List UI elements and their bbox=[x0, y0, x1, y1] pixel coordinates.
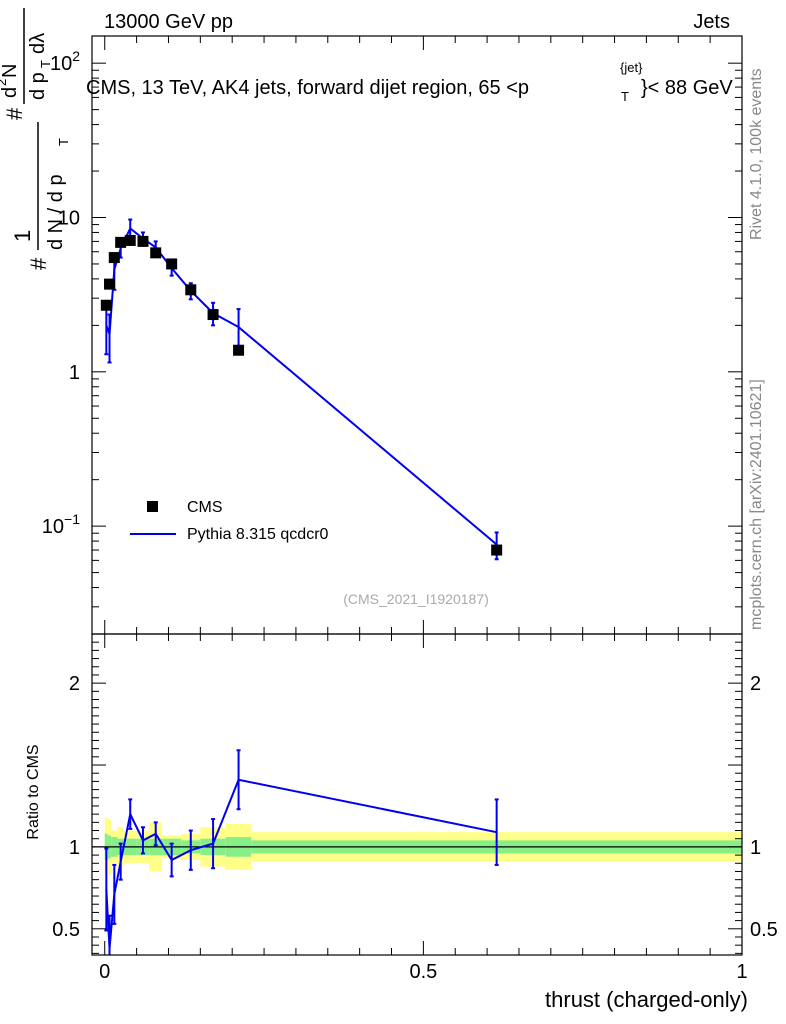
main-y-tick-exponent: 2 bbox=[72, 48, 80, 64]
ylabel-numerator-N: N bbox=[0, 64, 21, 78]
ylabel-numerator-d: d bbox=[0, 87, 21, 98]
main-y-tick-base: 10 bbox=[58, 207, 80, 229]
plot-title-end: }< 88 GeV bbox=[641, 77, 733, 99]
cms-data-point bbox=[124, 234, 136, 246]
x-axis-label: thrust (charged-only) bbox=[545, 987, 748, 1012]
cms-data-point bbox=[137, 235, 149, 247]
axis-ticks bbox=[92, 36, 743, 955]
legend-cms-marker bbox=[147, 501, 158, 512]
plot-title-main: CMS, 13 TeV, AK4 jets, forward dijet reg… bbox=[86, 77, 529, 99]
ratio-plot-frame bbox=[91, 633, 743, 956]
main-y-tick-label: 10−1 bbox=[42, 511, 80, 538]
ratio-y-tick-label-left: 2 bbox=[69, 673, 80, 695]
ylabel-denominator-lambda: dλ bbox=[27, 33, 49, 54]
legend: CMS Pythia 8.315 qcdcr0 bbox=[130, 499, 329, 543]
main-y-tick-base: 10 bbox=[50, 53, 72, 75]
main-y-tick-base: 1 bbox=[69, 362, 80, 384]
cms-data-point bbox=[491, 544, 503, 556]
ratio-y-tick-label-right: 2 bbox=[750, 673, 761, 695]
plot-title-superscript: {jet} bbox=[620, 60, 643, 75]
main-plot-frame bbox=[91, 35, 743, 635]
header-left: 13000 GeV pp bbox=[104, 11, 233, 33]
ratio-pythia-line bbox=[105, 778, 497, 949]
ylabel-denominator-sub: T bbox=[38, 60, 53, 68]
pythia-series bbox=[104, 218, 499, 561]
cms-data-point bbox=[104, 278, 116, 290]
main-y-tick-label: 1 bbox=[69, 362, 80, 384]
cms-data-point bbox=[233, 344, 245, 356]
main-y-tick-base: 10 bbox=[42, 516, 64, 538]
cms-data-point bbox=[100, 299, 112, 311]
analysis-watermark: (CMS_2021_I1920187) bbox=[343, 591, 489, 607]
ratio-y-tick-label-right: 0.5 bbox=[750, 919, 778, 941]
x-tick-label: 1 bbox=[736, 961, 747, 983]
ratio-y-tick-label-left: 1 bbox=[69, 837, 80, 859]
ratio-y-axis-label: Ratio to CMS bbox=[25, 744, 42, 839]
main-y-tick-exponent: −1 bbox=[64, 511, 80, 527]
main-y-tick-label: 102 bbox=[50, 48, 80, 75]
legend-cms-label: CMS bbox=[187, 499, 223, 516]
cms-data-point bbox=[150, 247, 162, 259]
main-y-axis-label: # 1 d N / d p T # d 2 N d p T dλ bbox=[0, 8, 71, 270]
legend-pythia-label: Pythia 8.315 qcdcr0 bbox=[187, 526, 329, 543]
plot-title: CMS, 13 TeV, AK4 jets, forward dijet reg… bbox=[86, 60, 733, 104]
cms-data-point bbox=[115, 236, 127, 248]
cms-series bbox=[100, 234, 503, 556]
ratio-y-tick-label-right: 1 bbox=[750, 837, 761, 859]
cms-data-point bbox=[185, 284, 197, 296]
ylabel-numerator-sup: 2 bbox=[0, 79, 9, 86]
cms-data-point bbox=[166, 258, 178, 270]
rivet-version-label: Rivet 4.1.0, 100k events bbox=[748, 68, 765, 240]
ylabel-dN-sub: T bbox=[56, 138, 71, 146]
main-y-tick-label: 10 bbox=[58, 207, 80, 229]
cms-data-point bbox=[207, 309, 219, 321]
plot-title-subscript: T bbox=[621, 89, 629, 104]
ylabel-one: 1 bbox=[10, 230, 35, 242]
header-right: Jets bbox=[693, 11, 730, 33]
ylabel-hash-2: # bbox=[2, 107, 27, 120]
ratio-y-tick-label-left: 0.5 bbox=[52, 919, 80, 941]
pythia-line bbox=[105, 226, 498, 546]
x-tick-label: 0.5 bbox=[409, 961, 437, 983]
ylabel-hash: # bbox=[26, 257, 51, 270]
cms-data-point bbox=[108, 252, 120, 264]
x-tick-label: 0 bbox=[99, 961, 110, 983]
ylabel-dN: d N / d p bbox=[45, 174, 67, 250]
ylabel-denominator-dp: d p bbox=[27, 72, 49, 100]
mcplots-source-label: mcplots.cern.ch [arXiv:2401.10621] bbox=[748, 379, 765, 630]
ratio-pythia-series bbox=[104, 749, 499, 955]
